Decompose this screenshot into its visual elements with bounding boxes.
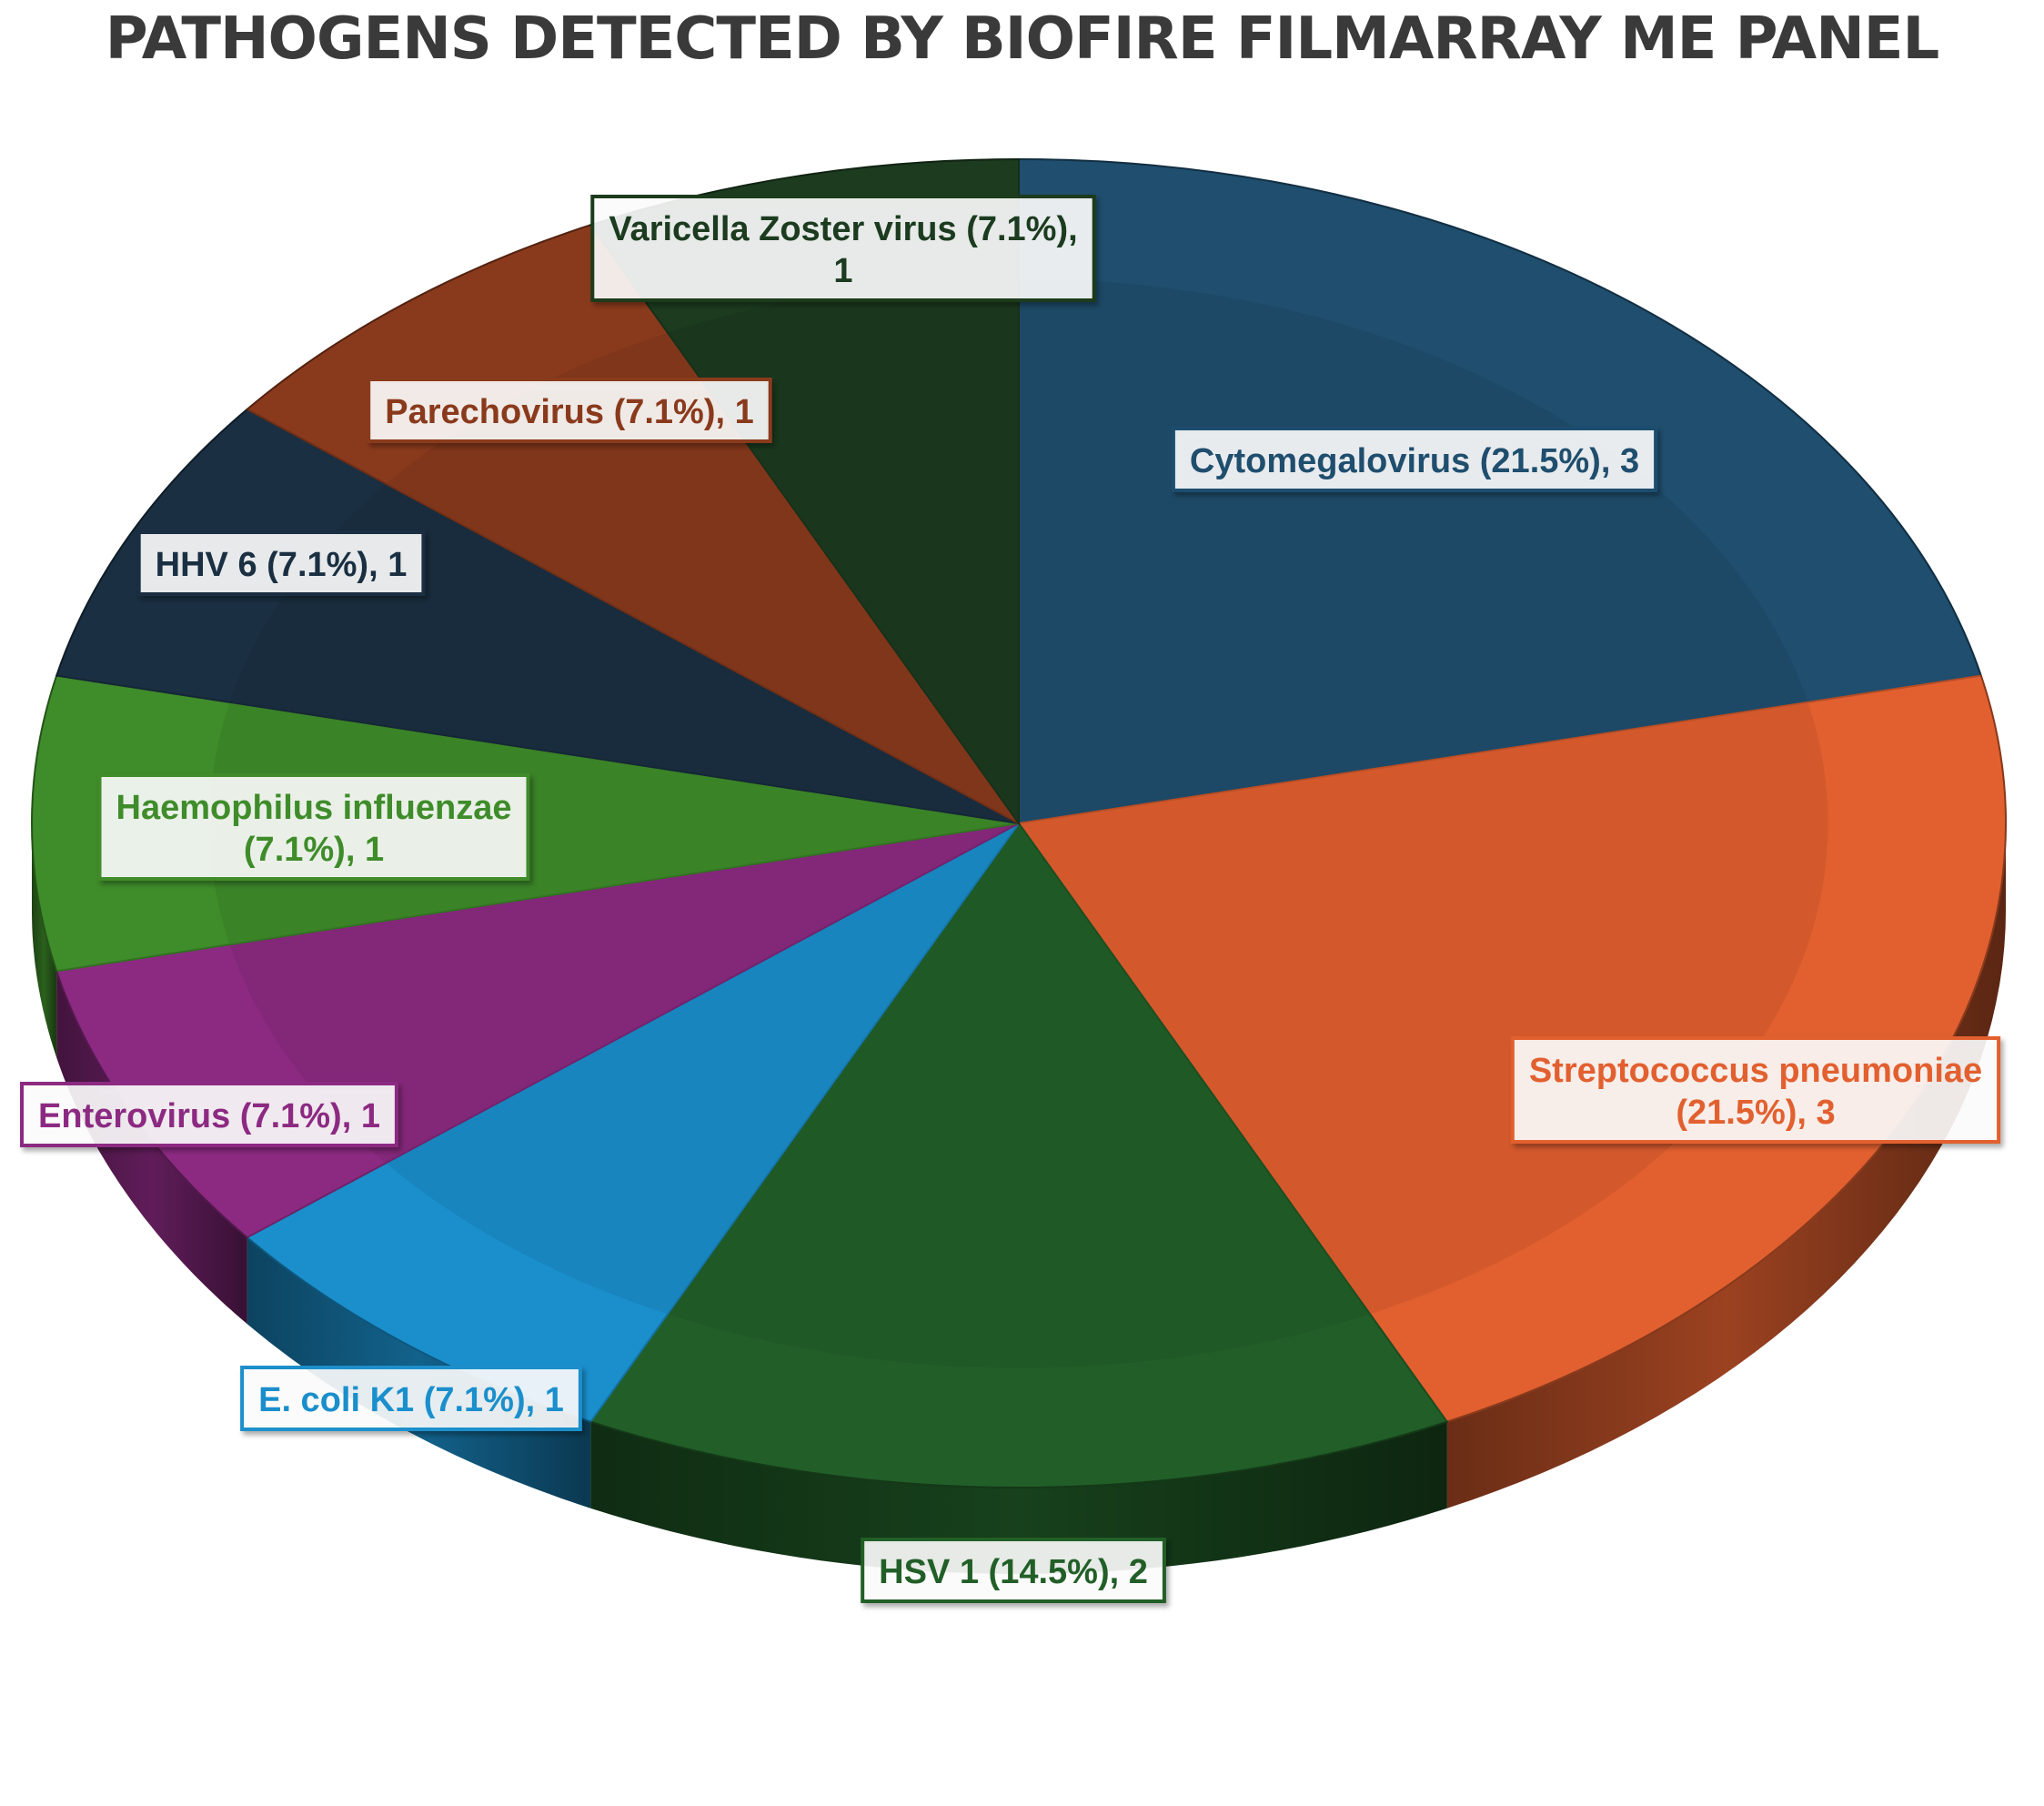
data-label-text: Cytomegalovirus (21.5%), 3 <box>1190 442 1639 480</box>
rim-shade-haemophilus-influenzae <box>32 823 57 1058</box>
slice-bevel-hsv-1 <box>668 823 1370 1368</box>
chart-title: PATHOGENS DETECTED BY BIOFIRE FILMARRAY … <box>105 5 1940 73</box>
data-label-box <box>1510 1036 2001 1144</box>
data-label-text: HSV 1 (14.5%), 2 <box>879 1553 1148 1591</box>
slice-bevel-enterovirus <box>229 823 1020 1164</box>
data-label-parechovirus: Parechovirus (7.1%), 1 <box>367 378 772 443</box>
slice-bevel-parechovirus <box>386 332 1019 823</box>
data-label-haemophilus-influenzae: Haemophilus influenzae (7.1%), 1 <box>97 773 530 881</box>
data-label-hhv-6: HHV 6 (7.1%), 1 <box>136 530 426 596</box>
data-label-text: (21.5%), 3 <box>1676 1094 1835 1132</box>
pie-labels: Cytomegalovirus (21.5%), 3 Streptococcus … <box>20 195 2001 1603</box>
data-label-varicella-zoster-virus: Varicella Zoster virus (7.1%), 1 <box>590 195 1096 302</box>
slice-bevel-cytomegalovirus <box>1019 278 1808 823</box>
data-label-text: Streptococcus pneumoniae <box>1529 1052 1982 1090</box>
data-label-text: Varicella Zoster virus (7.1%), <box>609 210 1077 248</box>
data-label-text: (7.1%), 1 <box>244 831 384 869</box>
data-label-box <box>240 1366 582 1431</box>
data-label-e-coli-k1: E. coli K1 (7.1%), 1 <box>240 1366 582 1431</box>
rim-shade-enterovirus <box>56 971 247 1325</box>
data-label-text: Parechovirus (7.1%), 1 <box>385 393 754 431</box>
pie-rim <box>32 823 2006 1574</box>
data-label-cytomegalovirus: Cytomegalovirus (21.5%), 3 <box>1171 427 1658 492</box>
data-label-box <box>861 1538 1166 1603</box>
rim-shade-streptococcus-pneumoniae <box>1446 823 2006 1508</box>
data-label-box <box>367 378 772 443</box>
data-label-box <box>1171 427 1658 492</box>
slice-bevel-e-coli-k1 <box>386 823 1019 1315</box>
data-label-box <box>97 773 530 881</box>
rim-shade-hsv-1 <box>590 1421 1447 1574</box>
data-label-text: 1 <box>833 252 852 290</box>
data-label-streptococcus-pneumoniae: Streptococcus pneumoniae (21.5%), 3 <box>1510 1036 2001 1144</box>
data-label-box <box>136 530 426 596</box>
slice-bevel-haemophilus-influenzae <box>209 701 1019 945</box>
data-label-text: Haemophilus influenzae <box>116 789 512 827</box>
data-label-hsv-1: HSV 1 (14.5%), 2 <box>861 1538 1166 1603</box>
pie-slices <box>31 157 2007 1489</box>
data-label-text: E. coli K1 (7.1%), 1 <box>258 1381 564 1419</box>
pie-outline <box>31 158 2007 1488</box>
data-label-text: HHV 6 (7.1%), 1 <box>156 546 408 584</box>
data-label-enterovirus: Enterovirus (7.1%), 1 <box>20 1082 398 1147</box>
data-label-box <box>590 195 1096 302</box>
slice-bevel-hhv-6 <box>229 483 1020 823</box>
data-label-text: Enterovirus (7.1%), 1 <box>38 1097 380 1135</box>
data-label-box <box>20 1082 398 1147</box>
slice-bevel-streptococcus-pneumoniae <box>1019 701 1828 1315</box>
